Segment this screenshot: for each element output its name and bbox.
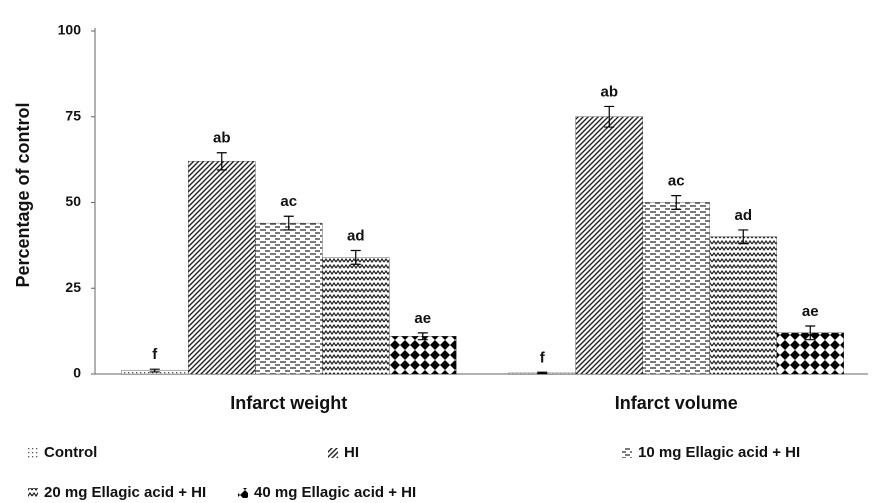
y-tick-label: 100: [58, 22, 82, 38]
bar: [255, 222, 323, 375]
data-letter: ae: [802, 303, 819, 320]
error-bar: [604, 105, 615, 128]
legend-label: 20 mg Ellagic acid + HI: [44, 484, 206, 501]
y-tick-label: 75: [65, 107, 81, 123]
data-letter: ab: [213, 130, 231, 147]
data-letter: ae: [414, 310, 431, 327]
data-letter: ad: [347, 227, 365, 244]
legend-label: Control: [44, 444, 97, 461]
legend-swatch: [622, 448, 632, 458]
bar: [642, 202, 710, 375]
bar: [389, 336, 457, 375]
data-letter: f: [152, 346, 158, 363]
legend-label: 40 mg Ellagic acid + HI: [254, 484, 416, 501]
data-letter: ad: [734, 207, 752, 224]
x-tick-label: Infarct weight: [230, 393, 347, 413]
y-tick-label: 25: [65, 279, 81, 295]
bar: [709, 236, 777, 375]
legend-swatch: [28, 488, 38, 498]
legend-label: HI: [344, 444, 359, 461]
data-letter: f: [540, 349, 546, 366]
data-letter: ab: [600, 83, 618, 100]
error-bar: [738, 229, 749, 245]
error-bar: [671, 195, 682, 210]
error-bar: [149, 368, 160, 373]
y-tick-label: 0: [73, 365, 81, 381]
error-bar: [805, 325, 816, 341]
x-tick-label: Infarct volume: [615, 393, 738, 413]
data-letter: ac: [280, 193, 297, 210]
bar: [322, 257, 390, 375]
error-bar: [350, 249, 361, 265]
error-bar: [537, 371, 548, 375]
y-axis-title: Percentage of control: [13, 102, 33, 287]
legend-label: 10 mg Ellagic acid + HI: [638, 444, 800, 461]
error-bar: [417, 332, 428, 341]
legend-swatch: [28, 448, 38, 458]
error-bar: [283, 215, 294, 231]
error-bar: [216, 152, 227, 171]
legend-swatch: [328, 448, 338, 458]
y-tick-label: 50: [65, 193, 81, 209]
bar: [188, 161, 256, 375]
legend-swatch: [238, 488, 248, 498]
bar: [575, 116, 643, 375]
data-letter: ac: [668, 173, 685, 190]
